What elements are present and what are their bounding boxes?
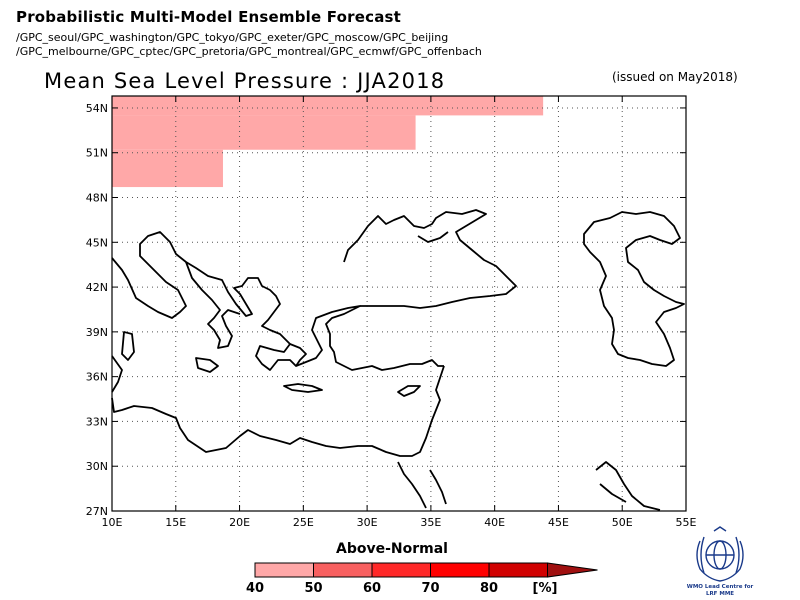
latitude-labels: 27N 30N 33N 36N 39N 42N 45N 48N 51N 54N bbox=[86, 102, 108, 518]
lon-label: 55E bbox=[676, 516, 697, 529]
lat-label: 30N bbox=[86, 460, 108, 473]
lon-label: 25E bbox=[293, 516, 314, 529]
map-frame bbox=[111, 95, 687, 512]
logo-caption-line-1: WMO Lead Centre for bbox=[686, 584, 754, 590]
coastline-nw-africa bbox=[111, 355, 123, 393]
legend-label: 60 bbox=[363, 581, 381, 596]
legend-labels: 40 50 60 70 80 [%] bbox=[246, 581, 558, 596]
lon-label: 10E bbox=[102, 516, 123, 529]
map-border bbox=[111, 95, 687, 512]
lon-label: 50E bbox=[612, 516, 633, 529]
lon-label: 15E bbox=[165, 516, 186, 529]
legend-label: 80 bbox=[480, 581, 498, 596]
legend-bin-2 bbox=[371, 562, 431, 578]
coastline-levant-africa bbox=[111, 365, 445, 457]
lat-label: 54N bbox=[86, 102, 108, 115]
lat-label: 33N bbox=[86, 415, 108, 428]
legend-color-bins bbox=[254, 562, 598, 578]
coastline-sea-of-azov bbox=[417, 231, 449, 243]
lat-label: 45N bbox=[86, 236, 108, 249]
lon-label: 40E bbox=[484, 516, 505, 529]
wmo-logo-icon bbox=[696, 526, 744, 582]
contributing-centres-line-1: /GPC_seoul/GPC_washington/GPC_tokyo/GPC_… bbox=[16, 31, 449, 44]
lat-label: 42N bbox=[86, 281, 108, 294]
contributing-centres-line-2: /GPC_melbourne/GPC_cptec/GPC_pretoria/GP… bbox=[16, 45, 482, 58]
longitude-labels: 10E 15E 20E 25E 30E 35E 40E 45E 50E 55E bbox=[102, 516, 697, 529]
legend-bin-1 bbox=[313, 562, 373, 578]
coastline-caspian-sea bbox=[583, 211, 685, 367]
lat-label: 36N bbox=[86, 371, 108, 384]
shaded-region-1 bbox=[112, 115, 416, 150]
coastline-italy-east bbox=[185, 261, 241, 349]
legend-title: Above-Normal bbox=[336, 541, 448, 557]
legend-label: 40 bbox=[246, 581, 264, 596]
coastline-persian-gulf bbox=[595, 461, 661, 511]
lat-label: 48N bbox=[86, 192, 108, 205]
lat-label: 51N bbox=[86, 147, 108, 160]
shaded-region-0 bbox=[112, 96, 544, 116]
legend-unit: [%] bbox=[533, 581, 558, 596]
product-title: Probabilistic Multi-Model Ensemble Forec… bbox=[16, 8, 402, 26]
coastlines bbox=[111, 209, 685, 511]
lon-label: 45E bbox=[548, 516, 569, 529]
lat-label: 27N bbox=[86, 505, 108, 518]
issued-date: (issued on May2018) bbox=[612, 70, 738, 84]
island-sardinia bbox=[121, 331, 135, 361]
legend-bin-0 bbox=[254, 562, 314, 578]
lat-label: 39N bbox=[86, 326, 108, 339]
legend-bin-3 bbox=[430, 562, 490, 578]
legend-arrow bbox=[547, 562, 598, 578]
probability-shading bbox=[112, 96, 544, 188]
map-title: Mean Sea Level Pressure : JJA2018 bbox=[44, 69, 446, 93]
wmo-logo-caption: WMO Lead Centre for LRF MME bbox=[682, 584, 758, 598]
lon-label: 30E bbox=[357, 516, 378, 529]
legend-label: 70 bbox=[421, 581, 439, 596]
coastline-europe bbox=[111, 231, 444, 371]
coastline-black-sea bbox=[343, 209, 517, 309]
logo-caption-line-2: LRF MME bbox=[705, 591, 735, 597]
island-sicily bbox=[195, 357, 219, 373]
coastline-red-sea bbox=[397, 461, 447, 509]
legend-label: 50 bbox=[304, 581, 322, 596]
lon-label: 35E bbox=[420, 516, 441, 529]
lon-label: 20E bbox=[229, 516, 250, 529]
legend-bin-4 bbox=[488, 562, 548, 578]
island-cyprus bbox=[397, 385, 421, 397]
island-crete bbox=[283, 383, 323, 393]
shaded-region-2 bbox=[112, 149, 223, 188]
grid-lines bbox=[112, 96, 686, 511]
coastline-greece bbox=[289, 343, 307, 367]
